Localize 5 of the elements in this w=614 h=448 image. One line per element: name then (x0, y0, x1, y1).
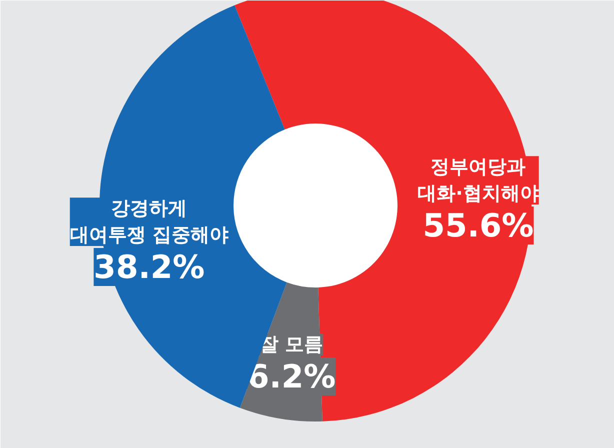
data-label: 55.6% (422, 206, 534, 244)
slice-label: 강경하게 대여투쟁 집중해야 (70, 198, 229, 246)
data-label: 38.2% (94, 248, 205, 286)
data-label: 6.2% (246, 358, 336, 396)
slice-label: 정부여당과 대화·협치해야 (418, 156, 539, 204)
